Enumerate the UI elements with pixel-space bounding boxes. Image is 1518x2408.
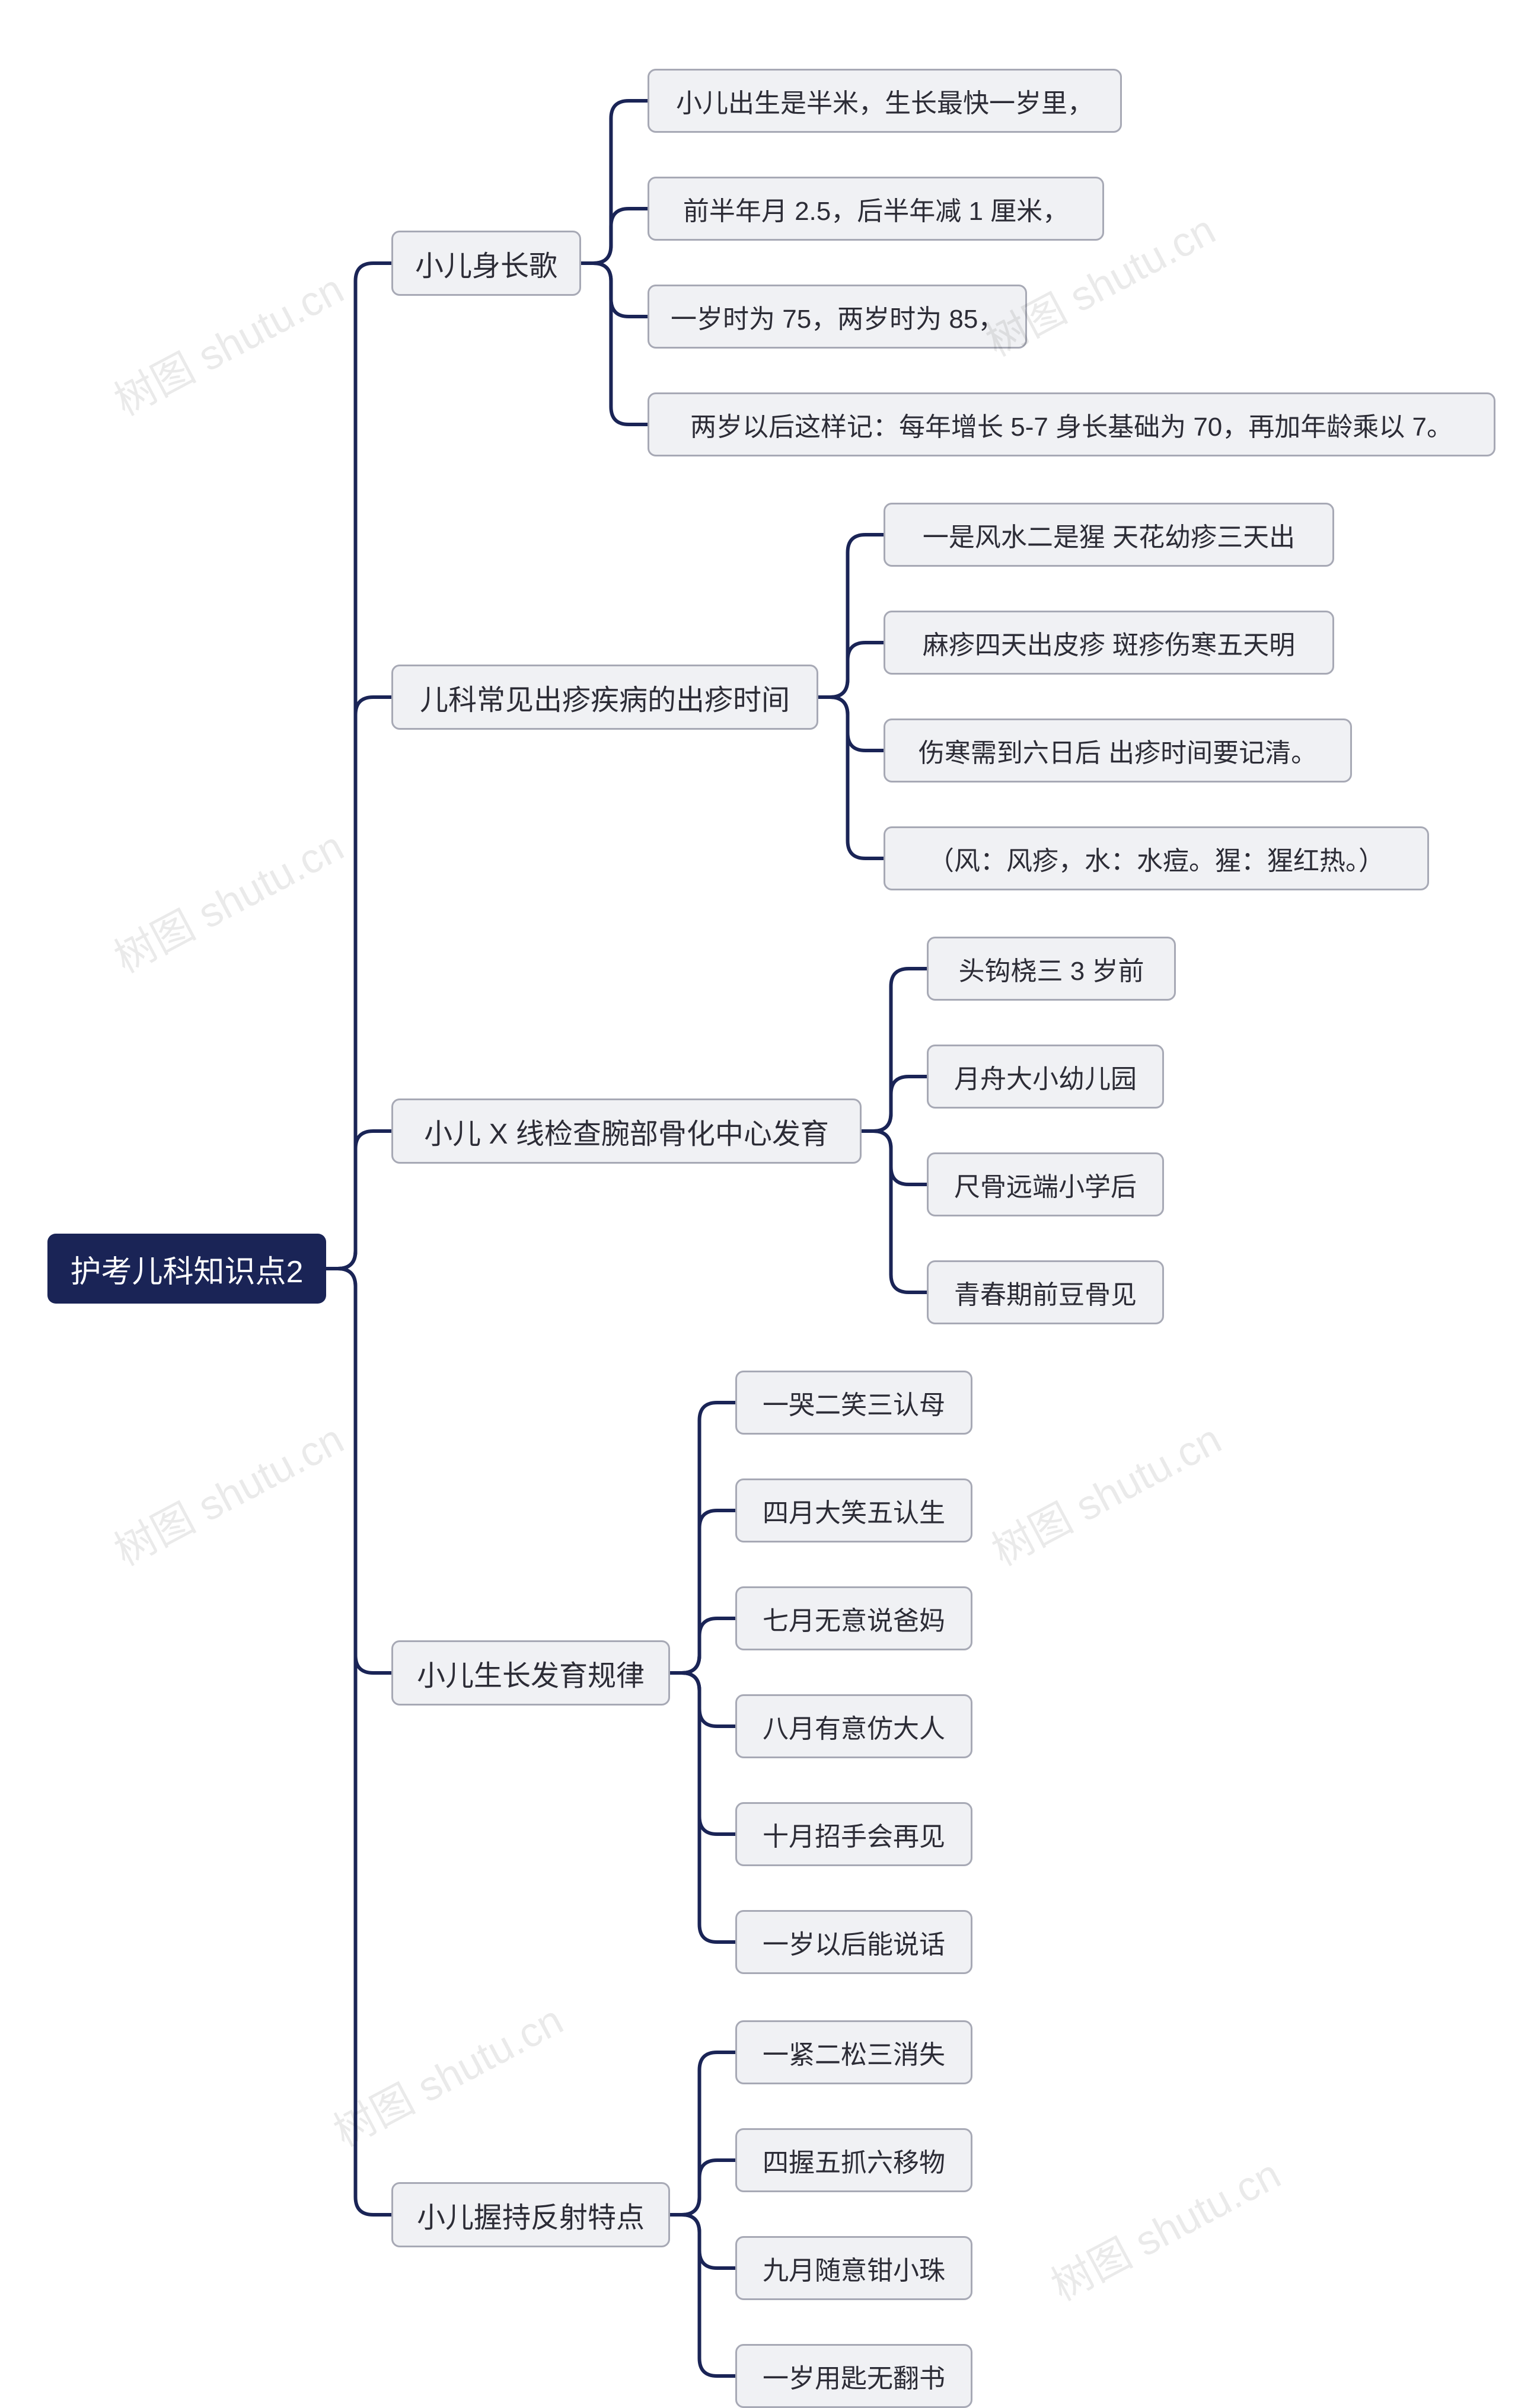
watermark-4: 树图 shutu.cn xyxy=(980,1407,1230,1577)
branch-node-2: 小儿 X 线检查腕部骨化中心发育 xyxy=(391,1098,862,1164)
watermark-6: 树图 shutu.cn xyxy=(1039,2142,1290,2313)
connector xyxy=(326,263,391,1269)
leaf-node-3-1-label: 四月大笑五认生 xyxy=(763,1492,945,1529)
leaf-node-0-0-label: 小儿出生是半米，生长最快一岁里， xyxy=(676,82,1093,120)
connector xyxy=(670,1510,735,1673)
leaf-node-4-1: 四握五抓六移物 xyxy=(735,2128,972,2192)
connector xyxy=(326,1269,391,2215)
connector xyxy=(670,2215,735,2376)
leaf-node-2-2-label: 尺骨远端小学后 xyxy=(954,1165,1137,1203)
leaf-node-3-4: 十月招手会再见 xyxy=(735,1802,972,1866)
branch-node-1-label: 儿科常见出疹疾病的出疹时间 xyxy=(420,676,790,718)
connector xyxy=(862,1077,927,1131)
watermark-5: 树图 shutu.cn xyxy=(322,1988,572,2158)
connector xyxy=(818,535,884,697)
branch-node-2-label: 小儿 X 线检查腕部骨化中心发育 xyxy=(424,1110,829,1152)
leaf-node-3-5: 一岁以后能说话 xyxy=(735,1910,972,1974)
leaf-node-4-3: 一岁用匙无翻书 xyxy=(735,2344,972,2408)
leaf-node-1-3-label: （风：风疹，水：水痘。猩：猩红热。） xyxy=(928,839,1385,877)
watermark-0: 树图 shutu.cn xyxy=(103,257,353,427)
connector xyxy=(818,697,884,750)
leaf-node-3-3-label: 八月有意仿大人 xyxy=(763,1707,945,1745)
leaf-node-0-1: 前半年月 2.5，后半年减 1 厘米， xyxy=(648,177,1104,241)
leaf-node-1-3: （风：风疹，水：水痘。猩：猩红热。） xyxy=(884,826,1429,890)
root-node-label: 护考儿科知识点2 xyxy=(71,1247,304,1291)
leaf-node-2-3: 青春期前豆骨见 xyxy=(927,1260,1164,1324)
leaf-node-3-0: 一哭二笑三认母 xyxy=(735,1371,972,1435)
leaf-node-1-1-label: 麻疹四天出皮疹 斑疹伤寒五天明 xyxy=(923,624,1295,662)
leaf-node-3-2: 七月无意说爸妈 xyxy=(735,1586,972,1650)
connector xyxy=(581,101,648,263)
leaf-node-2-1: 月舟大小幼儿园 xyxy=(927,1045,1164,1109)
leaf-node-2-1-label: 月舟大小幼儿园 xyxy=(954,1058,1137,1096)
connector xyxy=(326,697,391,1269)
connector xyxy=(670,2052,735,2215)
leaf-node-4-0: 一紧二松三消失 xyxy=(735,2020,972,2084)
leaf-node-0-1-label: 前半年月 2.5，后半年减 1 厘米， xyxy=(683,190,1069,228)
branch-node-4-label: 小儿握持反射特点 xyxy=(417,2194,645,2235)
leaf-node-0-2-label: 一岁时为 75，两岁时为 85， xyxy=(671,298,1004,336)
connector xyxy=(670,1403,735,1673)
root-node: 护考儿科知识点2 xyxy=(47,1234,326,1304)
leaf-node-0-0: 小儿出生是半米，生长最快一岁里， xyxy=(648,69,1122,133)
connector xyxy=(862,1131,927,1184)
connector xyxy=(670,2215,735,2268)
leaf-node-0-3-label: 两岁以后这样记：每年增长 5-7 身长基础为 70，再加年龄乘以 7。 xyxy=(690,405,1453,443)
leaf-node-1-1: 麻疹四天出皮疹 斑疹伤寒五天明 xyxy=(884,611,1334,675)
connector xyxy=(670,1618,735,1673)
leaf-node-0-2: 一岁时为 75，两岁时为 85， xyxy=(648,285,1027,349)
branch-node-4: 小儿握持反射特点 xyxy=(391,2182,670,2247)
connector xyxy=(581,263,648,424)
connector xyxy=(818,643,884,697)
leaf-node-1-2: 伤寒需到六日后 出疹时间要记清。 xyxy=(884,718,1352,783)
leaf-node-4-2-label: 九月随意钳小珠 xyxy=(763,2249,945,2287)
leaf-node-2-0: 头钩桡三 3 岁前 xyxy=(927,937,1176,1001)
connector xyxy=(670,2160,735,2215)
branch-node-3-label: 小儿生长发育规律 xyxy=(417,1652,645,1694)
leaf-node-0-3: 两岁以后这样记：每年增长 5-7 身长基础为 70，再加年龄乘以 7。 xyxy=(648,392,1495,456)
connector xyxy=(581,209,648,263)
leaf-node-4-3-label: 一岁用匙无翻书 xyxy=(763,2357,945,2395)
connector xyxy=(581,263,648,317)
leaf-node-4-2: 九月随意钳小珠 xyxy=(735,2236,972,2300)
connector xyxy=(670,1673,735,1834)
leaf-node-2-3-label: 青春期前豆骨见 xyxy=(954,1273,1137,1311)
connector xyxy=(818,697,884,858)
connector xyxy=(670,1673,735,1726)
leaf-node-1-0: 一是风水二是猩 天花幼疹三天出 xyxy=(884,503,1334,567)
leaf-node-3-4-label: 十月招手会再见 xyxy=(763,1815,945,1853)
watermark-3: 树图 shutu.cn xyxy=(103,1407,353,1577)
leaf-node-2-2: 尺骨远端小学后 xyxy=(927,1152,1164,1216)
branch-node-3: 小儿生长发育规律 xyxy=(391,1640,670,1706)
leaf-node-3-1: 四月大笑五认生 xyxy=(735,1478,972,1542)
leaf-node-3-5-label: 一岁以后能说话 xyxy=(763,1923,945,1961)
leaf-node-2-0-label: 头钩桡三 3 岁前 xyxy=(959,950,1144,988)
branch-node-0-label: 小儿身长歌 xyxy=(415,242,557,284)
leaf-node-1-2-label: 伤寒需到六日后 出疹时间要记清。 xyxy=(919,732,1317,769)
leaf-node-1-0-label: 一是风水二是猩 天花幼疹三天出 xyxy=(923,516,1295,554)
connector xyxy=(862,969,927,1131)
connector xyxy=(326,1269,391,1673)
branch-node-0: 小儿身长歌 xyxy=(391,231,581,296)
watermark-2: 树图 shutu.cn xyxy=(103,814,353,985)
leaf-node-3-0-label: 一哭二笑三认母 xyxy=(763,1384,945,1422)
branch-node-1: 儿科常见出疹疾病的出疹时间 xyxy=(391,665,818,730)
leaf-node-4-1-label: 四握五抓六移物 xyxy=(763,2141,945,2179)
leaf-node-4-0-label: 一紧二松三消失 xyxy=(763,2033,945,2071)
connector xyxy=(326,1131,391,1269)
leaf-node-3-2-label: 七月无意说爸妈 xyxy=(763,1599,945,1637)
connector xyxy=(670,1673,735,1942)
connector xyxy=(862,1131,927,1292)
leaf-node-3-3: 八月有意仿大人 xyxy=(735,1694,972,1758)
